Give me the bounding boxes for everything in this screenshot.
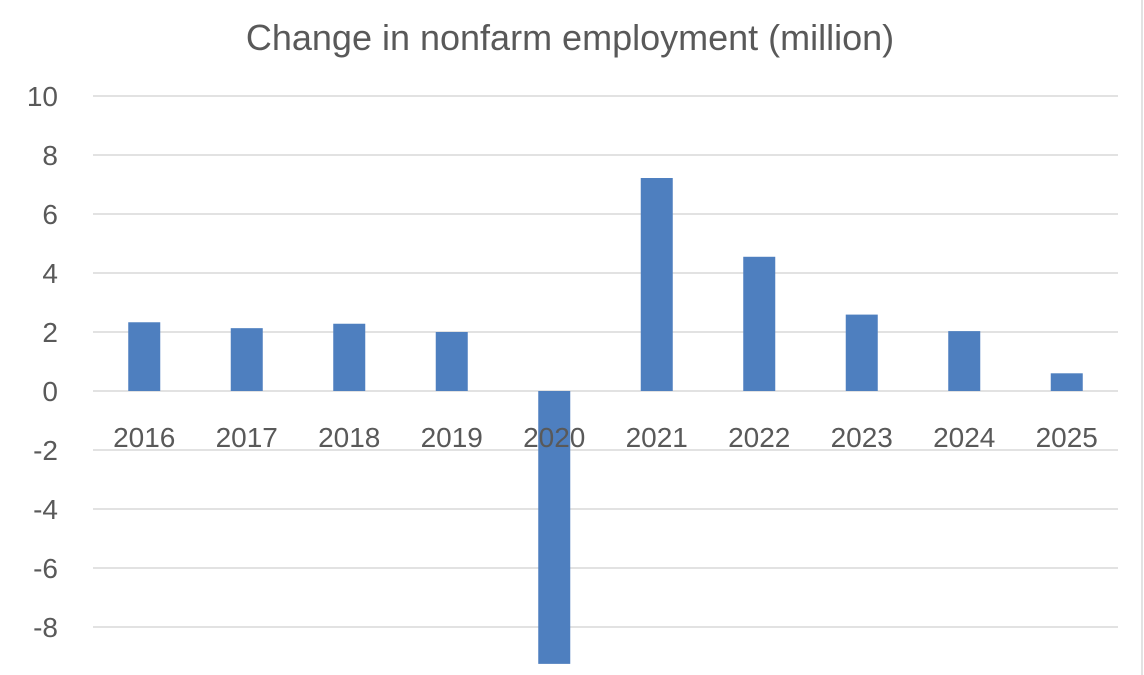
bar	[948, 331, 981, 391]
bar	[538, 391, 571, 664]
x-axis-tick-labels: 2016 2017 2018 2019 2020 2021 2022 2023 2024 2025	[113, 422, 1098, 453]
y-tick-label: 4	[42, 258, 58, 289]
x-tick-label: 2018	[318, 422, 380, 453]
y-tick-label: -4	[33, 494, 58, 525]
x-tick-label: 2023	[831, 422, 893, 453]
bar	[230, 328, 263, 391]
bars	[128, 178, 1083, 664]
bar	[845, 314, 878, 391]
x-tick-label: 2020	[523, 422, 585, 453]
x-tick-label: 2022	[728, 422, 790, 453]
x-tick-label: 2021	[626, 422, 688, 453]
bar	[128, 322, 161, 391]
y-tick-label: -8	[33, 612, 58, 643]
y-axis-tick-labels: -10 -8 -6 -4 -2 0 2 4 6 8 10	[18, 81, 58, 675]
y-tick-label: -6	[33, 553, 58, 584]
chart-title: Change in nonfarm employment (million)	[246, 17, 894, 58]
x-tick-label: 2019	[421, 422, 483, 453]
bar	[435, 332, 468, 391]
bar	[640, 178, 673, 391]
y-tick-label: 8	[42, 140, 58, 171]
y-tick-label: 0	[42, 376, 58, 407]
x-tick-label: 2025	[1036, 422, 1098, 453]
bar	[743, 256, 776, 391]
y-tick-label: 2	[42, 317, 58, 348]
bar	[1050, 373, 1083, 391]
y-tick-label: 6	[42, 199, 58, 230]
y-tick-label: -10	[18, 671, 58, 675]
y-tick-label: -2	[33, 435, 58, 466]
gridlines	[93, 95, 1118, 628]
x-tick-label: 2024	[933, 422, 995, 453]
bar	[333, 323, 366, 391]
y-tick-label: 10	[27, 81, 58, 112]
x-tick-label: 2016	[113, 422, 175, 453]
x-tick-label: 2017	[216, 422, 278, 453]
